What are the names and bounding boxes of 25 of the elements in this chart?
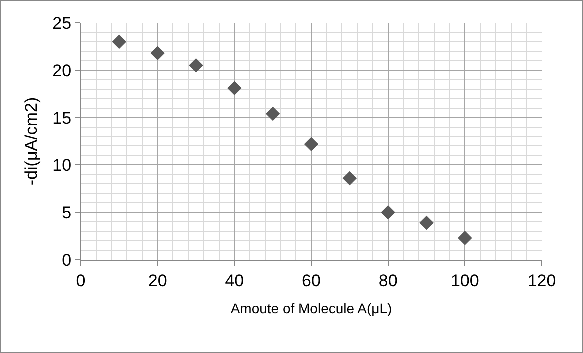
x-tick-label: 120: [528, 271, 556, 290]
x-tick-label: 80: [378, 271, 398, 290]
x-tick-label: 40: [225, 271, 244, 290]
point: [342, 171, 358, 186]
point: [381, 205, 396, 220]
point: [458, 231, 472, 246]
y-tick-label: 5: [62, 204, 72, 223]
y-tick-label: 20: [52, 61, 72, 80]
point: [112, 34, 127, 50]
point: [266, 106, 280, 122]
x-tick-label: 0: [76, 271, 86, 290]
point: [150, 46, 165, 60]
x-tick-label: 60: [302, 271, 321, 290]
y-tick-label: 25: [52, 14, 72, 33]
point: [420, 216, 434, 230]
x-tick-label: 100: [450, 271, 480, 290]
y-axis-title: -di(μA/cm2): [22, 97, 42, 186]
x-axis-title: Amoute of Molecule A(μL): [230, 300, 392, 317]
x-tick-label: 20: [148, 271, 168, 290]
y-tick-label: 10: [52, 156, 72, 176]
point: [228, 81, 242, 96]
y-tick-label: 0: [62, 250, 72, 270]
point: [304, 137, 319, 152]
y-tick-label: 15: [52, 108, 72, 128]
point: [189, 58, 204, 73]
